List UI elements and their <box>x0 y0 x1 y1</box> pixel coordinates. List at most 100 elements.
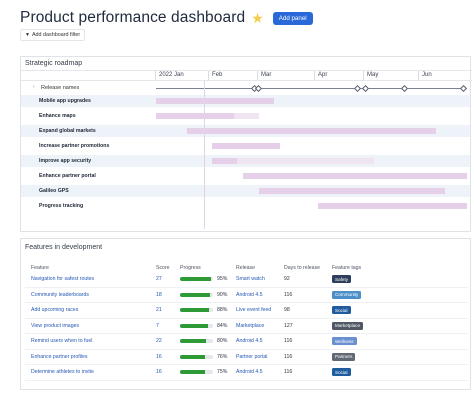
feature-tag[interactable]: Safety <box>332 275 352 283</box>
table-row[interactable]: Remind users when to fuel 22 80% Android 4.… <box>21 335 470 348</box>
row-divider <box>25 333 468 334</box>
feature-link[interactable]: View product images <box>31 322 80 329</box>
score-value: 16 <box>156 369 162 375</box>
release-link[interactable]: Android 4.5 <box>236 338 263 344</box>
roadmap-item-label[interactable]: Improve app security <box>39 158 92 164</box>
table-row[interactable]: Determine athletes to invite 16 75% Android… <box>21 366 470 379</box>
progress-fill <box>180 339 207 343</box>
score-value: 16 <box>156 353 162 360</box>
table-row[interactable]: Enhance partner profiles 16 76% Partner por… <box>21 351 470 364</box>
column-header-progress[interactable]: Progress <box>180 265 201 271</box>
row-divider <box>25 348 468 350</box>
release-link[interactable]: Partner portal <box>236 353 268 360</box>
roadmap-bar-complete[interactable] <box>211 158 237 164</box>
roadmap-item-label[interactable]: Galileo GPS <box>39 188 69 194</box>
progress-percent: 75% <box>217 369 228 375</box>
star-icon[interactable]: ★ <box>251 10 264 26</box>
timeline-header: 2022 Jan Feb Mar Apr May Jun <box>21 70 472 81</box>
release-link[interactable]: Live event feed <box>236 307 272 313</box>
progress-bar <box>180 292 213 297</box>
progress-percent: 80% <box>217 338 228 344</box>
release-link[interactable]: Android 4.5 <box>236 369 263 375</box>
month-tick <box>208 71 209 80</box>
roadmap-bar[interactable] <box>243 173 467 179</box>
feature-link[interactable]: Determine athletes to invite <box>31 369 94 375</box>
filter-label: Add dashboard filter <box>31 32 81 38</box>
table-row[interactable]: View product images 7 84% Marketplace 127 Mar… <box>21 320 470 333</box>
roadmap-item-label[interactable]: Progress tracking <box>39 203 84 209</box>
feature-tag[interactable]: Wellness <box>332 337 357 345</box>
add-dashboard-filter-button[interactable]: ▼ Add dashboard filter <box>20 29 86 41</box>
row-divider <box>25 317 468 319</box>
release-line <box>156 88 467 89</box>
release-milestone[interactable] <box>400 84 409 92</box>
progress-fill <box>180 354 206 359</box>
feature-tag[interactable]: Community <box>332 290 362 299</box>
dashboard-header: Product performance dashboard ★ Add pane… <box>20 8 313 28</box>
release-names-label[interactable]: Release names <box>41 85 80 91</box>
roadmap-item-label[interactable]: Expand global markets <box>39 128 96 134</box>
feature-tag[interactable]: Marketplace <box>332 321 364 330</box>
month-tick <box>155 71 156 80</box>
progress-fill <box>180 277 212 281</box>
roadmap-item-label[interactable]: Enhance maps <box>39 113 76 119</box>
progress-percent: 90% <box>217 291 228 298</box>
column-header-score[interactable]: Score <box>156 265 170 271</box>
release-link[interactable]: Smart watch <box>236 276 265 282</box>
features-panel: Features in development Feature Score Pr… <box>20 238 471 390</box>
progress-bar <box>180 308 213 312</box>
feature-tag[interactable]: Social <box>332 306 351 314</box>
progress-fill <box>180 323 208 328</box>
progress-percent: 88% <box>217 307 228 313</box>
roadmap-bar-complete[interactable] <box>156 98 275 104</box>
column-header-feature[interactable]: Feature <box>31 265 49 271</box>
days-to-release: 116 <box>284 338 293 344</box>
feature-link[interactable]: Add upcoming races <box>31 307 79 313</box>
column-header-days[interactable]: Days to release <box>284 265 321 271</box>
release-milestone[interactable] <box>254 84 263 92</box>
days-to-release: 127 <box>284 322 293 329</box>
feature-tag[interactable]: Social <box>332 368 351 376</box>
page-title: Product performance dashboard <box>20 9 246 26</box>
release-milestone[interactable] <box>361 84 370 92</box>
feature-link[interactable]: Enhance partner profiles <box>31 353 88 360</box>
table-row[interactable]: Community leaderboards 18 90% Android 4.5 11… <box>21 289 470 302</box>
add-panel-button[interactable]: Add panel <box>272 11 313 25</box>
table-row[interactable]: Add upcoming races 21 88% Live event feed 98… <box>21 304 470 317</box>
feature-tag[interactable]: Partners <box>332 352 356 361</box>
month-label: Apr <box>318 72 328 78</box>
month-tick <box>418 71 419 80</box>
release-link[interactable]: Marketplace <box>236 322 265 329</box>
roadmap-title: Strategic roadmap <box>25 60 83 67</box>
days-to-release: 116 <box>284 353 293 360</box>
column-header-release[interactable]: Release <box>236 265 256 271</box>
roadmap-item-label[interactable]: Enhance partner portal <box>39 173 96 179</box>
month-label: Mar <box>261 72 272 78</box>
roadmap-bar[interactable] <box>187 128 436 134</box>
roadmap-item-label[interactable]: Mobile app upgrades <box>39 98 91 104</box>
roadmap-bar[interactable] <box>258 188 446 194</box>
chevron-right-icon[interactable]: › <box>33 84 35 90</box>
days-to-release: 92 <box>284 276 290 282</box>
feature-link[interactable]: Navigation for safest routes <box>31 276 95 282</box>
column-header-tags[interactable]: Feature tags <box>332 265 362 271</box>
release-link[interactable]: Android 4.5 <box>236 291 263 298</box>
roadmap-panel: Strategic roadmap 2022 Jan Feb Mar Apr May Ju… <box>20 56 472 232</box>
progress-fill <box>180 370 205 374</box>
roadmap-item-label[interactable]: Increase partner promotions <box>39 143 110 149</box>
feature-link[interactable]: Community leaderboards <box>31 291 89 298</box>
feature-link[interactable]: Remind users when to fuel <box>31 338 93 344</box>
score-value: 18 <box>156 291 162 298</box>
release-milestone[interactable] <box>459 84 468 92</box>
roadmap-bar[interactable] <box>317 203 467 209</box>
progress-percent: 84% <box>217 322 228 329</box>
roadmap-bar[interactable] <box>236 158 374 164</box>
progress-bar <box>180 339 213 343</box>
score-value: 27 <box>156 276 162 282</box>
month-label: 2022 Jan <box>159 72 184 78</box>
release-milestone[interactable] <box>353 84 362 92</box>
roadmap-bar-complete[interactable] <box>156 113 234 119</box>
table-row[interactable]: Navigation for safest routes 27 95% Smart w… <box>21 273 470 286</box>
roadmap-bar[interactable] <box>211 143 281 149</box>
roadmap-bar[interactable] <box>233 113 259 119</box>
